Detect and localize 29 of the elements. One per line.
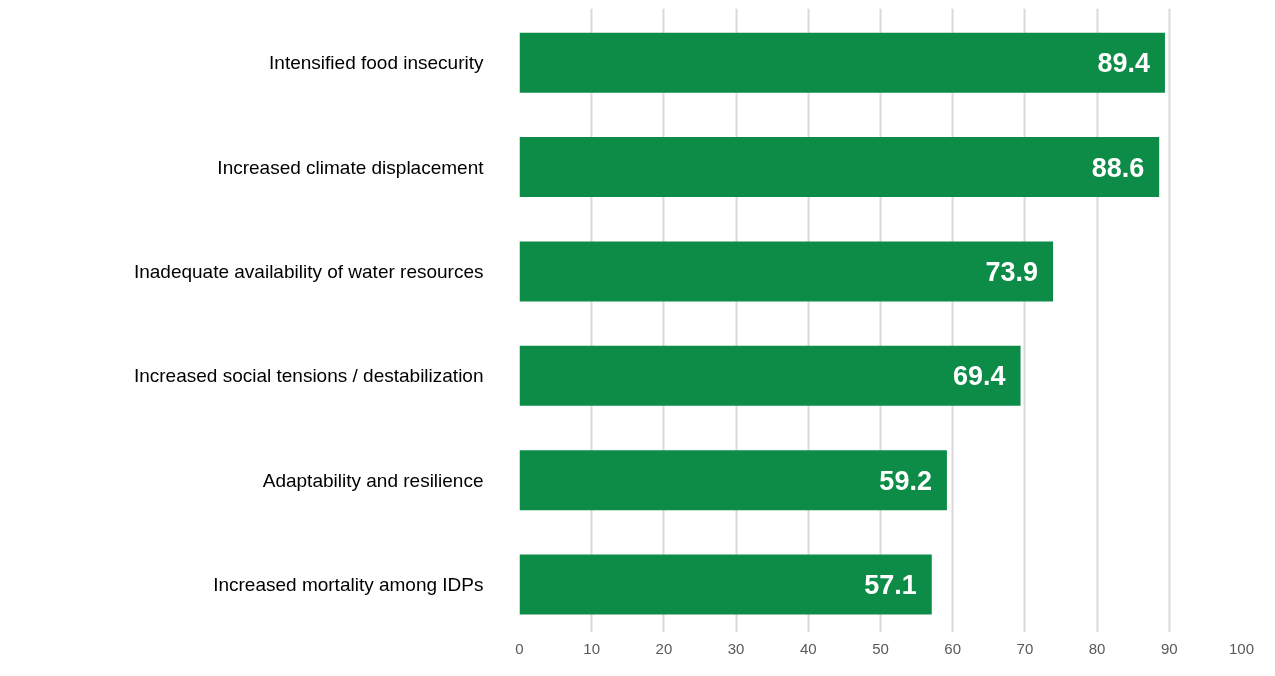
x-tick-label: 20 <box>655 639 673 657</box>
x-tick-label: 50 <box>872 639 889 657</box>
bar <box>519 137 1160 198</box>
x-tick-label: 70 <box>1016 639 1034 657</box>
x-tick-label: 100 <box>1228 639 1255 657</box>
x-tick-label: 90 <box>1160 639 1178 657</box>
x-tick-label: 10 <box>583 639 601 657</box>
y-tick-label: Adaptability and resilience <box>262 469 484 491</box>
y-tick-label: Inadequate availability of water resources <box>133 260 484 282</box>
x-tick-label: 60 <box>944 639 962 657</box>
bar <box>519 241 1054 302</box>
bar <box>519 450 947 511</box>
x-tick-label: 80 <box>1088 639 1106 657</box>
y-tick-label: Increased mortality among IDPs <box>213 574 484 595</box>
bar <box>519 554 932 615</box>
y-tick-label: Increased social tensions / destabilization <box>133 365 484 387</box>
data-label: 73.9 <box>985 256 1039 287</box>
data-label: 88.6 <box>1091 152 1145 183</box>
y-tick-label: Increased climate displacement <box>217 156 485 178</box>
data-label: 57.1 <box>864 570 917 600</box>
x-tick-label: 0 <box>515 639 524 657</box>
bar <box>519 345 1021 406</box>
x-tick-label: 30 <box>727 639 745 657</box>
bar <box>519 32 1165 93</box>
data-label: 69.4 <box>953 361 1006 392</box>
x-tick-label: 40 <box>799 639 817 657</box>
data-label: 89.4 <box>1097 48 1150 79</box>
y-tick-label: Intensified food insecurity <box>269 52 484 74</box>
data-label: 59.2 <box>879 465 932 496</box>
